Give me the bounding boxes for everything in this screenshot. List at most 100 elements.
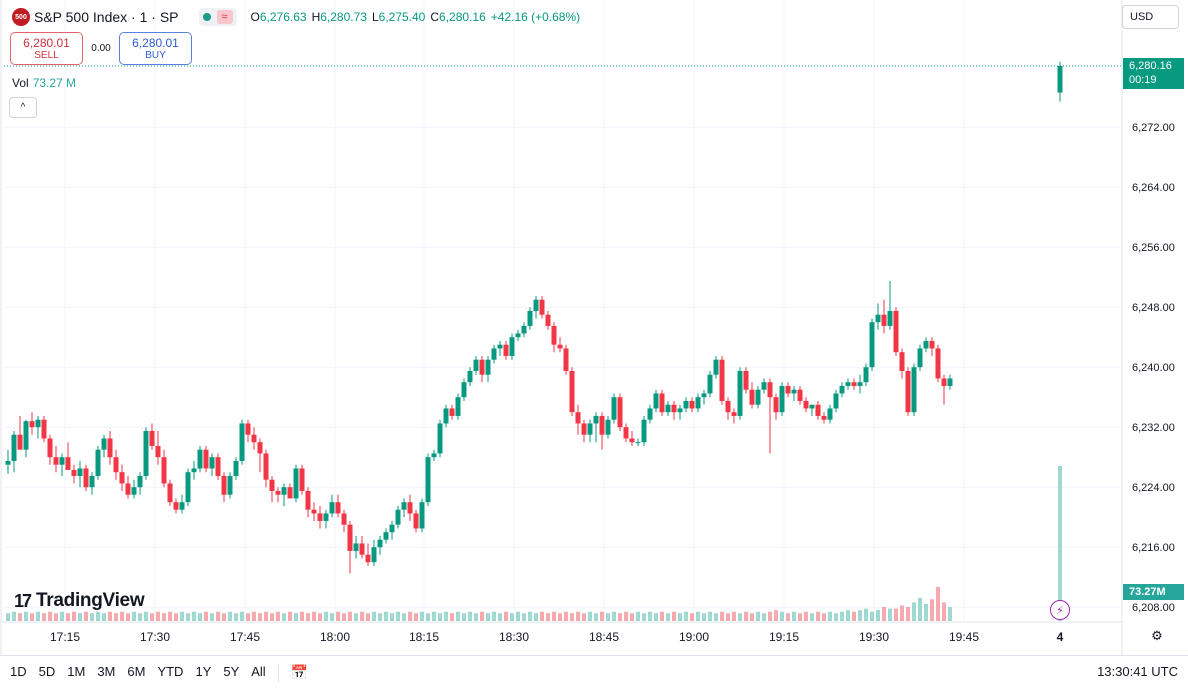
candle-body — [287, 487, 293, 499]
volume-bar — [444, 611, 448, 621]
candle — [281, 483, 287, 506]
collapse-legend-button[interactable]: ^ — [9, 97, 37, 118]
candle — [461, 378, 467, 401]
spread-value: 0.00 — [91, 43, 111, 54]
volume-bar — [270, 613, 274, 621]
candle-body — [485, 359, 491, 375]
candle — [539, 295, 545, 319]
period-1m-button[interactable]: 1M — [67, 664, 86, 679]
volume-bar — [42, 613, 46, 621]
volume-bar — [6, 613, 10, 621]
volume-bar — [696, 611, 700, 621]
utc-clock[interactable]: 13:30:41 UTC — [1097, 664, 1178, 679]
candle — [725, 397, 731, 420]
price-chart[interactable]: 6,272.00 6,264.00 6,256.00 6,248.00 6,240.00… — [0, 0, 1188, 655]
volume-bar — [768, 611, 772, 621]
candle-body — [107, 438, 113, 458]
volume-bar — [450, 613, 454, 621]
volume-bar — [624, 611, 628, 621]
settings-gear-icon[interactable]: ⚙ — [1151, 628, 1163, 643]
buy-button[interactable]: 6,280.01 BUY — [119, 32, 192, 65]
candle — [161, 449, 167, 488]
volume-bar — [72, 611, 76, 621]
volume-legend[interactable]: Vol 73.27 M — [12, 76, 76, 90]
candle-body — [665, 404, 671, 413]
candle-body — [71, 469, 77, 476]
calendar-range-icon[interactable]: 📅 — [290, 664, 309, 680]
volume-bar — [144, 611, 148, 621]
volume-bar — [102, 613, 106, 621]
tradingview-mark-icon: 17 — [14, 590, 32, 611]
candle-body — [923, 340, 929, 349]
period-all-button[interactable]: All — [251, 664, 266, 679]
lightning-icon[interactable]: ⚡ — [1050, 600, 1070, 620]
volume-bar — [732, 611, 736, 621]
candle — [425, 453, 431, 506]
candle — [707, 370, 713, 398]
candle-body — [803, 400, 809, 409]
close-value: 6,280.16 — [439, 10, 486, 24]
candle-body — [275, 490, 281, 495]
period-1d-button[interactable]: 1D — [10, 664, 27, 679]
candle-body — [203, 449, 209, 469]
volume-bar — [84, 611, 88, 621]
candle — [299, 464, 305, 495]
candle — [797, 385, 803, 405]
candle — [935, 344, 941, 383]
candles — [5, 61, 1063, 574]
period-ytd-button[interactable]: YTD — [157, 664, 184, 679]
volume-bar — [492, 611, 496, 621]
period-3m-button[interactable]: 3M — [97, 664, 116, 679]
candle — [599, 412, 605, 450]
period-6m-button[interactable]: 6M — [127, 664, 146, 679]
candle — [5, 449, 11, 474]
candle — [107, 430, 113, 465]
candle-body — [881, 314, 887, 326]
tradingview-logo[interactable]: 17 TradingView — [14, 590, 145, 612]
sell-button[interactable]: 6,280.01 SELL — [10, 32, 83, 65]
volume-bar — [468, 611, 472, 621]
volume-bar — [888, 608, 892, 621]
volume-bar — [858, 610, 862, 621]
volume-bar — [348, 611, 352, 621]
candle-body — [791, 389, 797, 394]
volume-legend-label: Vol — [12, 76, 29, 90]
candle-body — [95, 449, 101, 476]
candle — [731, 408, 737, 424]
candle-body — [731, 412, 737, 416]
currency-selector[interactable]: USD — [1122, 5, 1179, 29]
candle — [767, 378, 773, 454]
period-1y-button[interactable]: 1Y — [195, 664, 212, 679]
candle-body — [887, 310, 893, 326]
volume-bar — [852, 611, 856, 621]
market-status[interactable]: ≈ — [198, 8, 237, 26]
candle-body — [713, 359, 719, 375]
candle-body — [17, 434, 23, 450]
candle-body — [773, 397, 779, 413]
candle — [245, 419, 251, 443]
sell-label: SELL — [34, 49, 59, 61]
volume-bar — [186, 613, 190, 621]
candle-body — [113, 457, 119, 473]
y-tick-label: 6,224.00 — [1132, 482, 1175, 494]
symbol-title[interactable]: S&P 500 Index · 1 · SP — [34, 9, 179, 25]
candle-body — [197, 449, 203, 469]
candle — [641, 415, 647, 446]
volume-bar — [168, 611, 172, 621]
volume-bar — [156, 611, 160, 621]
candle — [83, 464, 89, 491]
period-5d-button[interactable]: 5D — [38, 664, 56, 679]
y-tick-label: 6,248.00 — [1132, 302, 1175, 314]
candle-body — [497, 344, 503, 349]
symbol-header: 500 S&P 500 Index · 1 · SP ≈ O6,276.63 H… — [12, 6, 580, 28]
volume-bar — [588, 611, 592, 621]
volume-bar — [174, 613, 178, 621]
period-5y-button[interactable]: 5Y — [223, 664, 240, 679]
candle — [419, 498, 425, 533]
candle — [629, 430, 635, 446]
candle-body — [719, 359, 725, 401]
candle — [275, 487, 281, 503]
volume-bar — [714, 613, 718, 621]
candle — [239, 419, 245, 465]
candle — [773, 393, 779, 420]
